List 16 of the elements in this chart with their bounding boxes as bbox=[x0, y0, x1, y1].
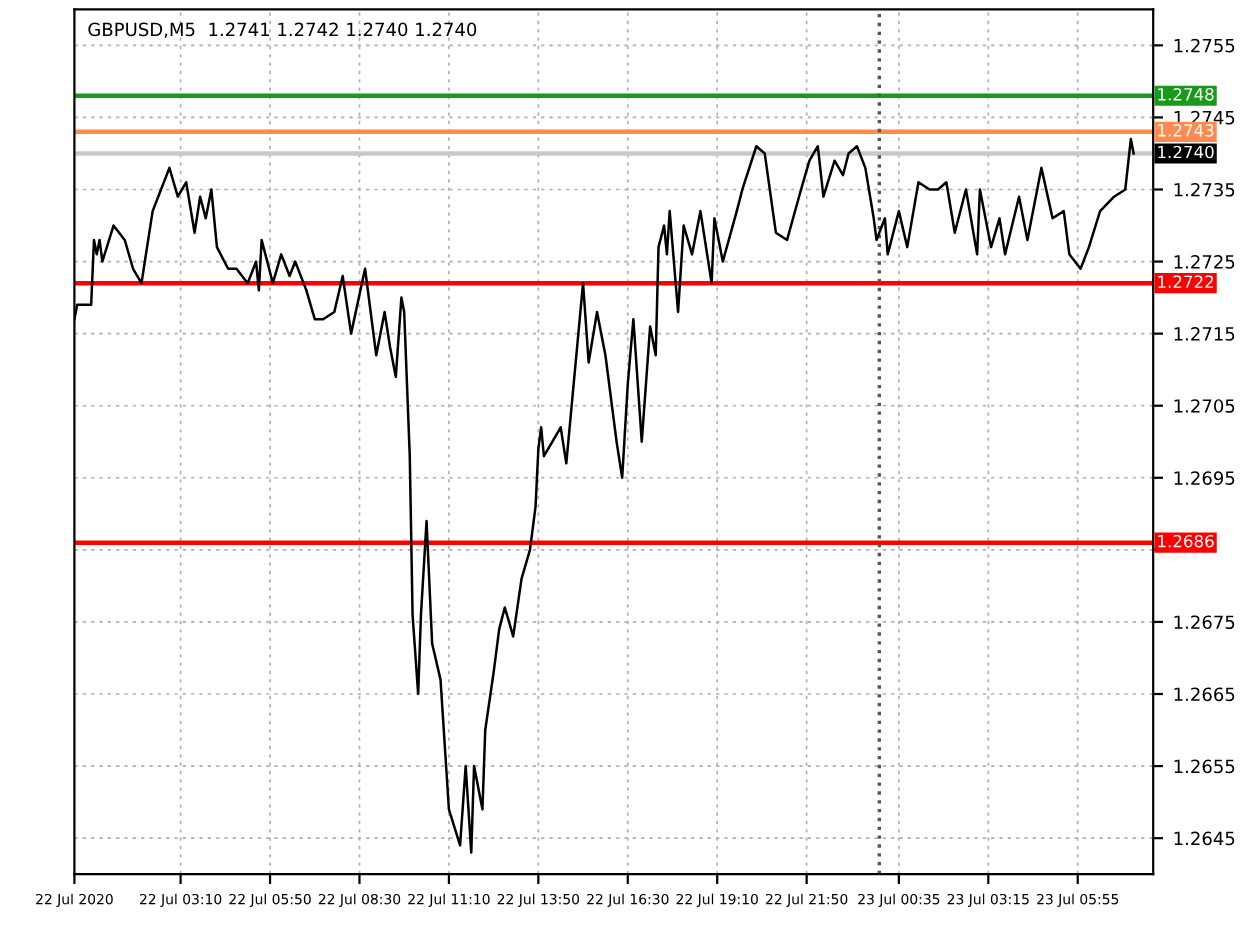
y-tick-label: 1.2755 bbox=[1174, 38, 1235, 53]
y-tick-label: 1.2705 bbox=[1174, 399, 1235, 413]
ref-line-label: 1.2740 bbox=[1158, 145, 1214, 159]
y-tick-label: 1.2735 bbox=[1174, 182, 1235, 197]
text: GBPUSD,M5 1.2741 1.2742 1.2740 1.2740 bbox=[88, 22, 477, 39]
y-tick-label: 1.2725 bbox=[1174, 255, 1235, 269]
y-tick-label: 1.2645 bbox=[1174, 831, 1235, 846]
ref-line-label: 1.2686 bbox=[1158, 534, 1214, 548]
ref-line-label: 1.2722 bbox=[1158, 275, 1214, 288]
y-tick-label: 1.2695 bbox=[1174, 471, 1235, 485]
y-tick-label: 1.2675 bbox=[1174, 615, 1235, 630]
y-tick-label: 1.2655 bbox=[1174, 759, 1235, 774]
ref-line-label: 1.2743 bbox=[1158, 124, 1214, 137]
ref-line-label: 1.2748 bbox=[1158, 88, 1214, 101]
y-tick-label: 1.2665 bbox=[1174, 687, 1235, 702]
y-tick-label: 1.2715 bbox=[1174, 327, 1235, 341]
